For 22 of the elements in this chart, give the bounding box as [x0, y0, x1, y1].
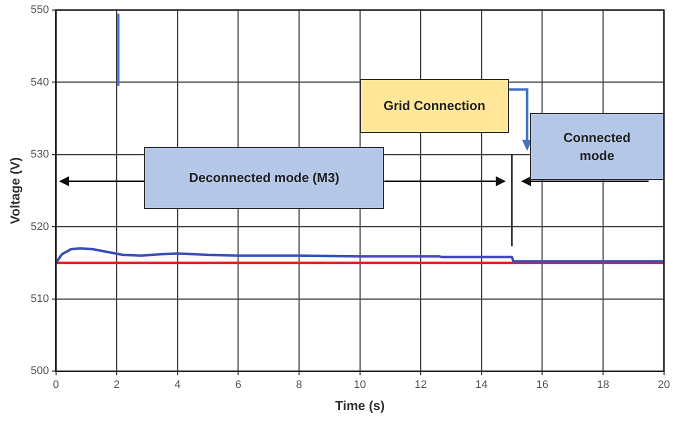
x-tick-label: 20: [658, 378, 670, 391]
x-tick-label: 0: [52, 378, 60, 391]
x-tick-label: 18: [596, 378, 610, 391]
callout-box: Connected mode: [530, 113, 664, 180]
y-tick-label: 540: [30, 76, 49, 88]
x-tick-label: 8: [296, 378, 302, 391]
x-tick-label: 2: [114, 378, 120, 391]
x-tick-label: 6: [235, 378, 242, 391]
x-tick-label: 10: [354, 378, 366, 391]
y-tick-label: 530: [30, 148, 49, 161]
x-tick-label: 14: [475, 378, 488, 391]
x-tick-label: 12: [414, 378, 427, 391]
y-axis-title: Voltage (V): [7, 157, 22, 224]
callout-box: Grid Connection: [360, 78, 509, 133]
y-tick-label: 500: [30, 365, 49, 378]
y-tick-label: 520: [30, 220, 49, 233]
x-tick-label: 4: [174, 378, 181, 391]
y-tick-label: 550: [30, 4, 49, 16]
callout-box: Deconnected mode (M3): [144, 147, 384, 209]
x-axis-title: Time (s): [335, 398, 385, 413]
x-tick-label: 16: [536, 378, 548, 391]
y-tick-label: 510: [30, 292, 49, 305]
